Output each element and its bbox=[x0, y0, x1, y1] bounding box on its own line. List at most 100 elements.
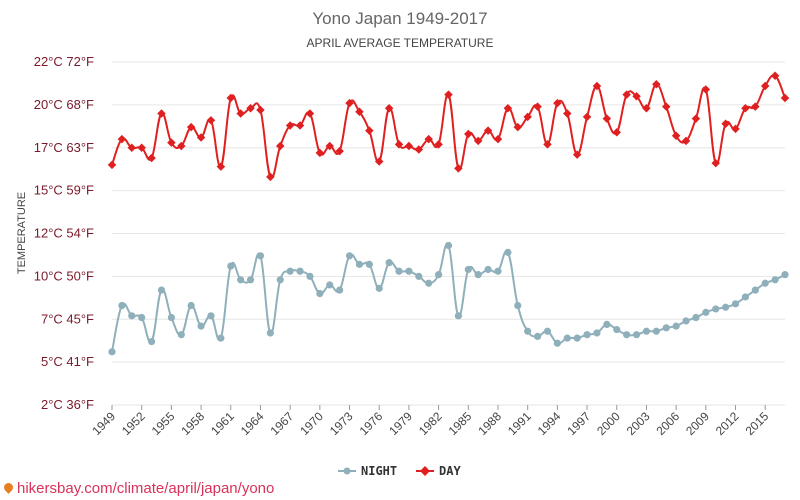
point-day bbox=[404, 141, 414, 151]
point-day bbox=[246, 104, 255, 113]
point-night bbox=[286, 267, 294, 275]
point-night bbox=[385, 259, 393, 267]
point-night bbox=[177, 331, 185, 339]
legend-item-night[interactable]: NIGHT bbox=[338, 464, 397, 478]
point-day bbox=[780, 93, 790, 103]
point-night bbox=[147, 337, 156, 346]
point-night bbox=[207, 312, 215, 320]
point-night bbox=[603, 320, 611, 328]
point-night bbox=[355, 260, 364, 268]
point-night bbox=[237, 276, 245, 284]
point-night bbox=[662, 324, 670, 332]
point-day bbox=[384, 104, 394, 113]
point-night bbox=[642, 327, 651, 335]
x-tick-label: 1967 bbox=[267, 409, 296, 438]
point-day bbox=[266, 172, 275, 182]
point-night bbox=[533, 332, 542, 340]
point-night bbox=[306, 272, 314, 280]
x-tick-label: 1973 bbox=[327, 409, 356, 438]
point-day bbox=[394, 140, 404, 149]
series-day bbox=[107, 71, 790, 182]
watermark[interactable]: hikersbay.com/climate/april/japan/yono bbox=[2, 480, 275, 497]
point-night bbox=[256, 252, 265, 260]
point-night bbox=[524, 327, 532, 335]
point-night bbox=[454, 312, 462, 320]
point-night bbox=[583, 331, 591, 339]
point-night bbox=[266, 329, 274, 337]
point-day bbox=[612, 128, 621, 137]
point-day bbox=[285, 121, 295, 130]
y-tick-label: 15°C 59°F bbox=[34, 183, 94, 198]
series bbox=[107, 71, 790, 356]
point-night bbox=[395, 267, 403, 275]
point-day bbox=[167, 138, 176, 147]
point-day bbox=[691, 114, 701, 123]
point-night bbox=[722, 303, 730, 311]
point-night bbox=[761, 279, 769, 287]
point-night bbox=[365, 260, 373, 268]
y-tick-label: 7°C 45°F bbox=[41, 311, 94, 326]
point-night bbox=[781, 271, 789, 279]
x-tick-label: 1994 bbox=[535, 409, 564, 438]
point-day bbox=[196, 133, 206, 142]
point-night bbox=[682, 317, 690, 325]
point-day bbox=[177, 141, 186, 151]
point-day bbox=[365, 126, 374, 135]
point-day bbox=[186, 122, 196, 132]
point-day bbox=[216, 162, 226, 171]
point-day bbox=[226, 93, 236, 103]
point-night bbox=[613, 325, 621, 334]
point-day bbox=[582, 112, 592, 122]
point-night bbox=[484, 265, 492, 274]
point-night bbox=[405, 267, 413, 275]
point-day bbox=[335, 146, 344, 156]
legend[interactable]: NIGHT DAY bbox=[338, 464, 461, 478]
point-night bbox=[217, 334, 225, 342]
point-day bbox=[137, 143, 146, 152]
x-tick-label: 1958 bbox=[178, 409, 207, 438]
point-night bbox=[128, 312, 136, 320]
point-night bbox=[494, 267, 502, 275]
point-night bbox=[435, 271, 443, 279]
point-night bbox=[563, 334, 571, 342]
x-tick-label: 1952 bbox=[119, 409, 148, 438]
x-tick-label: 1988 bbox=[475, 409, 504, 438]
point-night bbox=[702, 308, 710, 316]
x-tick-label: 2000 bbox=[594, 409, 623, 438]
legend-item-day[interactable]: DAY bbox=[416, 464, 461, 478]
point-night bbox=[375, 284, 383, 292]
point-day bbox=[374, 157, 384, 166]
x-tick-label: 1976 bbox=[357, 409, 386, 438]
y-tick-label: 20°C 68°F bbox=[34, 97, 94, 112]
point-day bbox=[533, 102, 542, 111]
x-tick-label: 1979 bbox=[386, 409, 415, 438]
x-tick-label: 1997 bbox=[564, 409, 593, 438]
point-day bbox=[107, 160, 117, 170]
point-day bbox=[444, 90, 453, 99]
x-tick-label: 2012 bbox=[713, 409, 742, 438]
y-tick-label: 10°C 50°F bbox=[34, 268, 94, 283]
watermark-text: hikersbay.com/climate/april/japan/yono bbox=[17, 480, 275, 497]
grid bbox=[112, 61, 785, 406]
x-tick-label: 1970 bbox=[297, 409, 326, 438]
series-line-night bbox=[111, 243, 786, 353]
y-tick-label: 17°C 63°F bbox=[34, 140, 94, 155]
y-tick-label: 12°C 54°F bbox=[34, 226, 94, 241]
point-night bbox=[514, 301, 522, 310]
point-night bbox=[118, 301, 126, 310]
point-day bbox=[661, 102, 671, 111]
y-tick-label: 2°C 36°F bbox=[41, 397, 94, 412]
point-day bbox=[295, 121, 305, 130]
y-axis-label: TEMPERATURE bbox=[16, 192, 28, 274]
point-night bbox=[167, 313, 175, 322]
point-day bbox=[454, 164, 463, 173]
point-day bbox=[345, 98, 354, 108]
point-night bbox=[227, 262, 235, 270]
x-tick-label: 1964 bbox=[238, 409, 267, 438]
x-tick-label: 1961 bbox=[208, 409, 237, 438]
point-night bbox=[751, 286, 759, 294]
x-tick-label: 2009 bbox=[683, 409, 712, 438]
point-day bbox=[127, 143, 137, 152]
point-night bbox=[573, 334, 581, 342]
point-night bbox=[425, 279, 433, 287]
